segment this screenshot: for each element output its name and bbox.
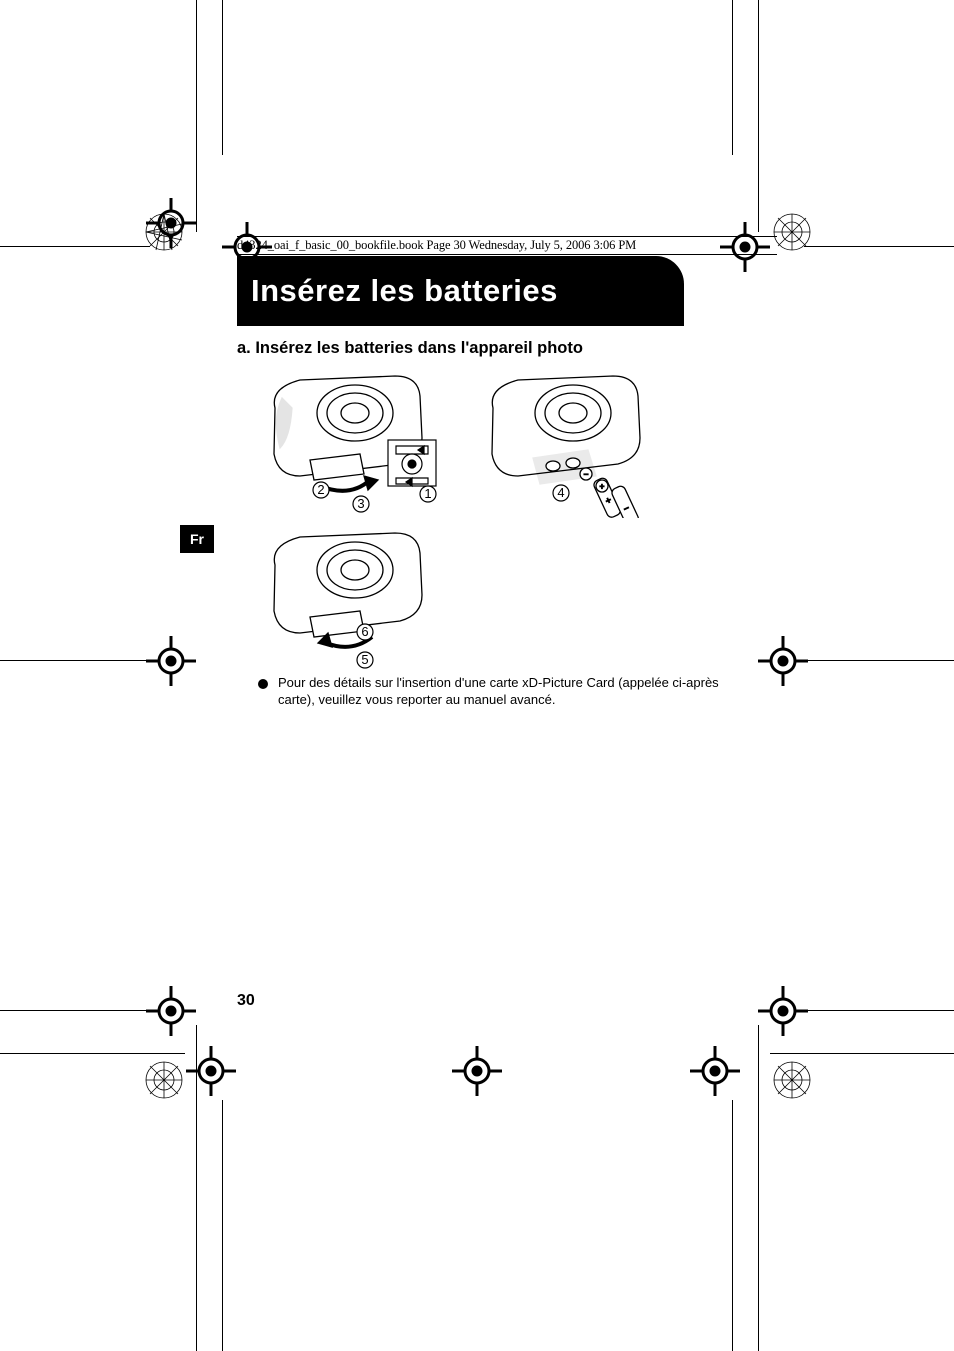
registration-mark-icon: [720, 222, 770, 272]
registration-mark-icon: [690, 1046, 740, 1096]
crop-line: [732, 0, 733, 155]
svg-text:2: 2: [317, 482, 324, 497]
section-title: Insérez les batteries: [251, 273, 558, 309]
svg-text:5: 5: [361, 652, 368, 667]
crop-line: [758, 1025, 759, 1351]
callout-1: 1: [418, 484, 438, 509]
starburst-mark-icon: [770, 1058, 814, 1102]
crop-line: [758, 0, 759, 232]
registration-mark-icon: [146, 986, 196, 1036]
svg-text:6: 6: [361, 624, 368, 639]
callout-6: 6: [355, 622, 375, 647]
header-rule: [237, 254, 777, 255]
crop-line: [0, 246, 150, 247]
crop-line: [804, 660, 954, 661]
crop-line: [804, 246, 954, 247]
crop-line: [0, 660, 150, 661]
bullet-icon: [258, 679, 268, 689]
svg-text:−: −: [584, 470, 589, 479]
crop-line: [770, 1053, 954, 1054]
registration-mark-icon: [758, 986, 808, 1036]
note-block: Pour des détails sur l'insertion d'une c…: [258, 675, 728, 709]
svg-text:3: 3: [357, 496, 364, 511]
starburst-mark-icon: [142, 1058, 186, 1102]
registration-mark-icon: [452, 1046, 502, 1096]
crop-line: [0, 1010, 150, 1011]
starburst-mark-icon: [142, 210, 186, 254]
crop-line: [732, 1100, 733, 1351]
illustration-lock-inset: [386, 438, 438, 488]
crop-line: [804, 1010, 954, 1011]
language-tab-label: Fr: [190, 531, 204, 547]
manual-page: d4324_oai_f_basic_00_bookfile.book Page …: [0, 0, 954, 1351]
svg-text:1: 1: [424, 486, 431, 501]
callout-4: 4: [551, 483, 571, 508]
svg-text:4: 4: [557, 485, 564, 500]
svg-text:+: +: [600, 482, 605, 491]
callout-2: 2: [311, 480, 331, 505]
section-title-bar: Insérez les batteries: [237, 256, 684, 326]
language-tab: Fr: [180, 525, 214, 553]
crop-line: [222, 1100, 223, 1351]
registration-mark-icon: [758, 636, 808, 686]
callout-3: 3: [351, 494, 371, 519]
registration-mark-icon: [186, 1046, 236, 1096]
starburst-mark-icon: [770, 210, 814, 254]
header-file-path: d4324_oai_f_basic_00_bookfile.book Page …: [237, 238, 636, 253]
note-text: Pour des détails sur l'insertion d'une c…: [278, 675, 728, 709]
subheading-a: a. Insérez les batteries dans l'appareil…: [237, 339, 583, 358]
crop-line: [0, 1053, 185, 1054]
page-number: 30: [237, 992, 255, 1010]
callout-5: 5: [355, 650, 375, 675]
header-rule: [237, 236, 777, 237]
crop-line: [222, 0, 223, 155]
registration-mark-icon: [146, 636, 196, 686]
illustration-step-2: + − − +: [478, 368, 678, 518]
crop-line: [196, 0, 197, 232]
